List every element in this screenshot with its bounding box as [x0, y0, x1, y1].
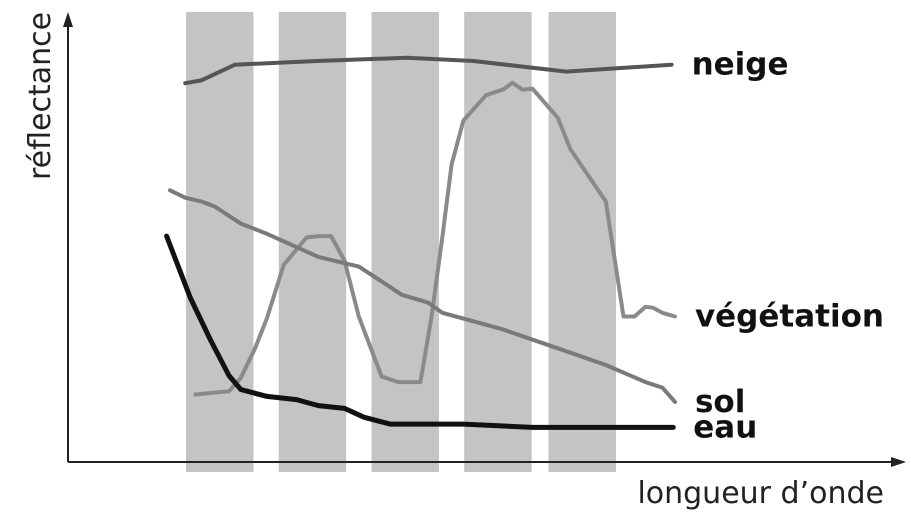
series-line-vegetation	[193, 80, 677, 397]
series-line-neige	[183, 55, 674, 86]
series-label-eau: eau	[693, 409, 757, 445]
y-axis-arrow	[63, 12, 73, 27]
x-axis-title: longueur d’onde	[637, 476, 884, 511]
series-label-vegetation: végétation	[695, 298, 884, 334]
spectral-band-3	[371, 12, 439, 472]
series-line-sol	[168, 188, 677, 404]
series-line-eau	[164, 233, 676, 430]
spectral-band-5	[548, 12, 616, 472]
series-label-neige: neige	[692, 47, 789, 83]
spectral-bands	[186, 12, 616, 472]
series-label-sol: sol	[695, 384, 745, 420]
series-lines	[164, 55, 677, 430]
spectral-band-4	[464, 12, 532, 472]
y-axis-title: réflectance	[23, 12, 58, 180]
axes	[63, 12, 906, 467]
x-axis-arrow	[891, 457, 906, 467]
